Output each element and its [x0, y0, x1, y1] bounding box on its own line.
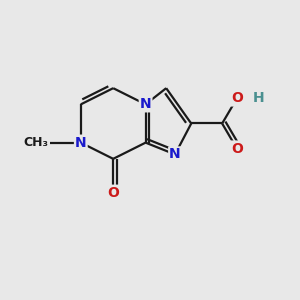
Text: N: N — [75, 136, 87, 150]
Text: H: H — [253, 92, 265, 106]
Text: O: O — [231, 142, 243, 155]
Text: N: N — [140, 98, 152, 111]
Text: O: O — [107, 186, 119, 200]
Text: O: O — [231, 92, 243, 106]
Text: N: N — [169, 147, 181, 161]
Text: CH₃: CH₃ — [23, 136, 48, 149]
